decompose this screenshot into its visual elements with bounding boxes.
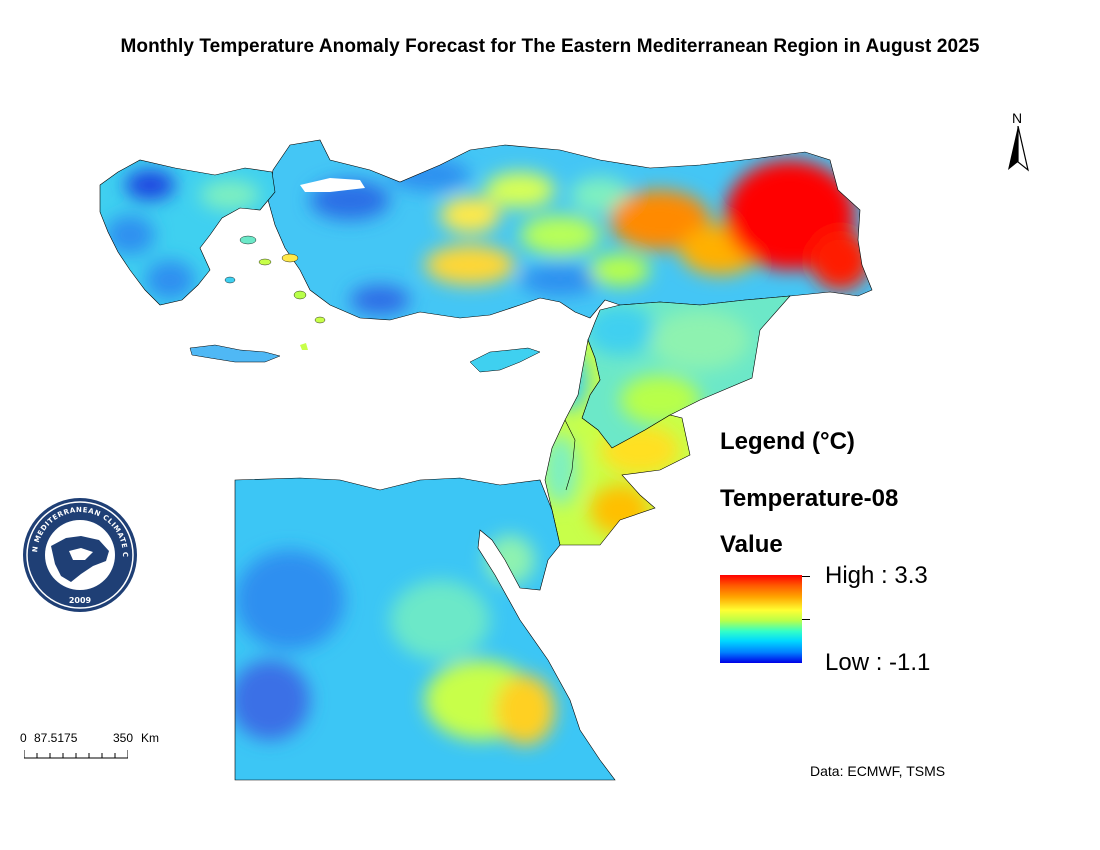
scale-label-unit: Km xyxy=(141,731,159,745)
egypt-border xyxy=(234,477,616,781)
emcc-logo: EASTERN MEDITERRANEAN CLIMATE CENTRE 200… xyxy=(21,496,137,612)
north-label: N xyxy=(1012,110,1023,126)
north-arrow-icon xyxy=(1008,126,1029,172)
legend-high-label: High : 3.3 xyxy=(825,562,928,589)
marmara-sea xyxy=(300,178,365,192)
rhodes-island xyxy=(300,343,308,350)
legend-low-label: Low : -1.1 xyxy=(825,649,931,676)
aegean-islands xyxy=(224,235,326,324)
crete-island xyxy=(189,344,281,363)
scale-bar xyxy=(24,750,128,759)
legend-ramp-tick-mid xyxy=(802,619,810,620)
legend-color-ramp xyxy=(720,575,802,663)
map-title: Monthly Temperature Anomaly Forecast for… xyxy=(120,36,980,57)
greece-border xyxy=(99,159,276,306)
west-bank-border xyxy=(564,419,576,491)
logo-year: 2009 xyxy=(69,596,92,605)
legend-field-name: Value xyxy=(720,531,783,558)
greece-anomaly-field xyxy=(100,160,275,305)
data-credit: Data: ECMWF, TSMS xyxy=(810,763,946,779)
turkey-border xyxy=(267,139,873,321)
legend-ramp-tick-high xyxy=(802,576,810,577)
scale-label-max: 350 xyxy=(113,731,134,745)
cyprus-island xyxy=(469,347,541,373)
jordan-border xyxy=(544,338,691,546)
legend-heading: Legend (°C) xyxy=(720,428,855,455)
scale-label-zero: 0 xyxy=(20,731,27,745)
scale-label-mid: 87.5175 xyxy=(34,731,78,745)
egypt-anomaly-field xyxy=(235,478,615,780)
legend-layer-name: Temperature-08 xyxy=(720,485,899,512)
turkey-anomaly-field xyxy=(268,140,872,320)
